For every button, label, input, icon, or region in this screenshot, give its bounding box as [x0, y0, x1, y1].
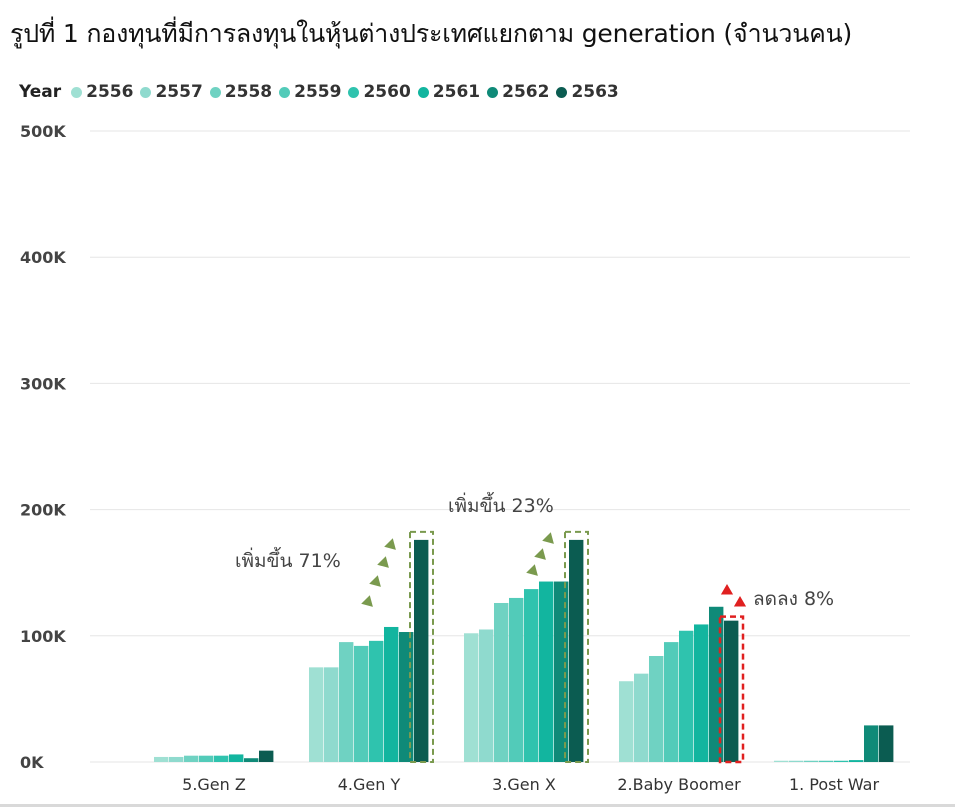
trend-arrow-marker	[720, 584, 734, 595]
bar	[214, 755, 229, 762]
chart-legend: Year 2556 2557 2558 2559 2560 2561 2562 2563	[19, 80, 626, 104]
highlight-box	[409, 530, 434, 763]
trend-arrow-marker	[542, 532, 554, 544]
bar	[864, 725, 879, 762]
bar	[539, 581, 554, 762]
legend-item[interactable]: 2562	[487, 82, 549, 102]
legend-marker	[279, 86, 291, 98]
bar	[724, 620, 739, 762]
trend-arrow-marker	[526, 564, 538, 576]
legend-item[interactable]: 2558	[209, 82, 273, 102]
x-tick-label: 3.Gen X	[492, 775, 556, 794]
bar	[479, 629, 494, 762]
trend-arrow-marker	[369, 575, 381, 587]
trend-arrow-marker	[733, 596, 747, 607]
x-tick-label: 4.Gen Y	[338, 775, 401, 794]
legend-items: 2556 2557 2558 2559 2560 2561 2562 2563	[71, 82, 626, 102]
y-tick-label: 200K	[20, 501, 66, 520]
legend-title: Year	[19, 82, 62, 102]
annotation-gen-x: เพิ่มขึ้น 23%	[448, 492, 554, 517]
bar	[879, 725, 894, 762]
bar	[244, 758, 259, 762]
bar	[664, 642, 679, 762]
bottom-border	[0, 804, 955, 807]
legend-marker	[71, 86, 83, 98]
bar	[774, 760, 789, 762]
highlight-box	[718, 615, 745, 764]
legend-marker	[348, 86, 360, 98]
legend-marker	[209, 86, 221, 98]
bar	[339, 642, 354, 762]
legend-label: 2561	[432, 82, 481, 102]
bar	[354, 645, 369, 762]
y-tick-label: 0K	[20, 753, 44, 772]
legend-item[interactable]: 2559	[279, 82, 341, 102]
legend-label: 2559	[294, 82, 342, 102]
legend-label: 2556	[86, 82, 134, 102]
trend-arrow-marker	[361, 595, 373, 607]
legend-marker	[140, 86, 152, 98]
bar	[184, 755, 199, 762]
x-tick-label: 5.Gen Z	[182, 775, 246, 794]
bar	[369, 640, 384, 762]
legend-marker	[556, 86, 568, 98]
bar	[399, 632, 414, 762]
legend-item[interactable]: 2563	[556, 82, 619, 102]
bar	[789, 760, 804, 762]
legend-label: 2557	[155, 82, 203, 102]
bar	[569, 539, 584, 762]
bar	[694, 624, 709, 762]
highlight-box	[564, 530, 589, 763]
bar	[524, 589, 539, 762]
legend-label: 2562	[502, 82, 550, 102]
bar	[819, 760, 834, 762]
bar	[259, 750, 274, 762]
bar	[649, 655, 664, 762]
legend-item[interactable]: 2560	[348, 82, 411, 102]
bar	[384, 626, 399, 762]
bar	[464, 633, 479, 762]
trend-arrow-marker	[377, 556, 389, 568]
trend-arrow-marker	[384, 538, 396, 550]
y-tick-label: 400K	[20, 248, 66, 267]
annotation-baby-boomer: ลดลง 8%	[753, 588, 834, 610]
legend-marker	[417, 86, 429, 98]
legend-item[interactable]: 2557	[140, 82, 203, 102]
legend-item[interactable]: 2556	[71, 82, 133, 102]
bar	[309, 667, 324, 762]
x-tick-label: 1. Post War	[789, 775, 880, 794]
bar	[834, 760, 849, 762]
bar	[414, 539, 429, 762]
legend-label: 2558	[224, 82, 273, 102]
bar	[804, 760, 819, 762]
bar	[324, 667, 339, 762]
y-tick-label: 100K	[20, 627, 66, 646]
bar	[554, 581, 569, 762]
x-tick-label: 2.Baby Boomer	[617, 775, 741, 794]
bar	[154, 756, 169, 762]
bar	[634, 673, 649, 762]
trend-arrow-marker	[534, 548, 546, 560]
legend-label: 2563	[571, 82, 619, 102]
legend-label: 2560	[363, 82, 411, 102]
legend-item[interactable]: 2561	[417, 82, 481, 102]
bar	[229, 754, 244, 762]
bar	[509, 597, 524, 762]
y-tick-label: 300K	[20, 374, 66, 393]
figure-title: รูปที่ 1 กองทุนที่มีการลงทุนในหุ้นต่างปร…	[10, 19, 853, 48]
y-tick-label: 500K	[20, 122, 66, 141]
bar	[679, 630, 694, 762]
annotation-gen-y: เพิ่มขึ้น 71%	[235, 547, 341, 572]
bar	[494, 602, 509, 762]
bar	[619, 681, 634, 762]
legend-marker	[487, 86, 499, 98]
bar	[849, 760, 864, 762]
bar	[169, 756, 184, 762]
bar	[199, 755, 214, 762]
